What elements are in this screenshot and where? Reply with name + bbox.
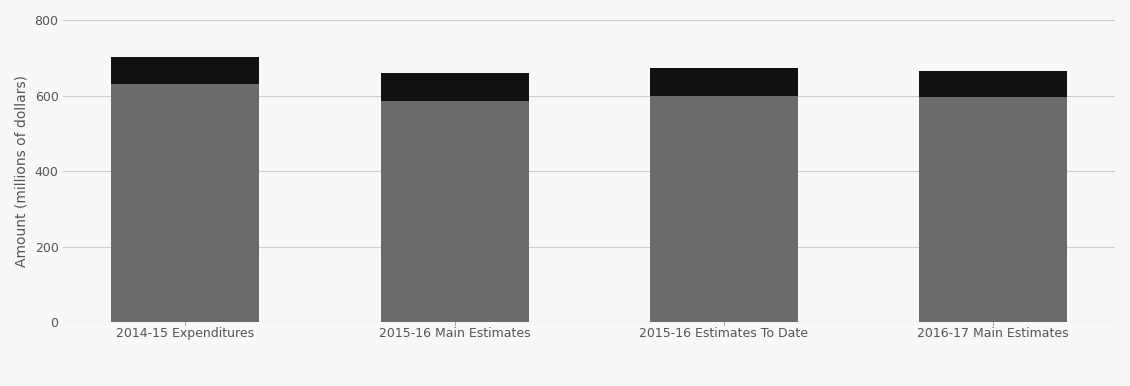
Bar <box>919 97 1067 322</box>
Bar <box>111 57 259 84</box>
Bar <box>111 84 259 322</box>
Bar <box>919 71 1067 97</box>
Bar <box>381 101 529 322</box>
Bar <box>650 96 798 322</box>
Y-axis label: Amount (millions of dollars): Amount (millions of dollars) <box>15 75 29 267</box>
Bar <box>381 73 529 101</box>
Bar <box>650 68 798 96</box>
